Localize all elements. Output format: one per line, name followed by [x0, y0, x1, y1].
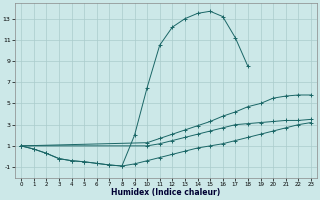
X-axis label: Humidex (Indice chaleur): Humidex (Indice chaleur)	[111, 188, 221, 197]
